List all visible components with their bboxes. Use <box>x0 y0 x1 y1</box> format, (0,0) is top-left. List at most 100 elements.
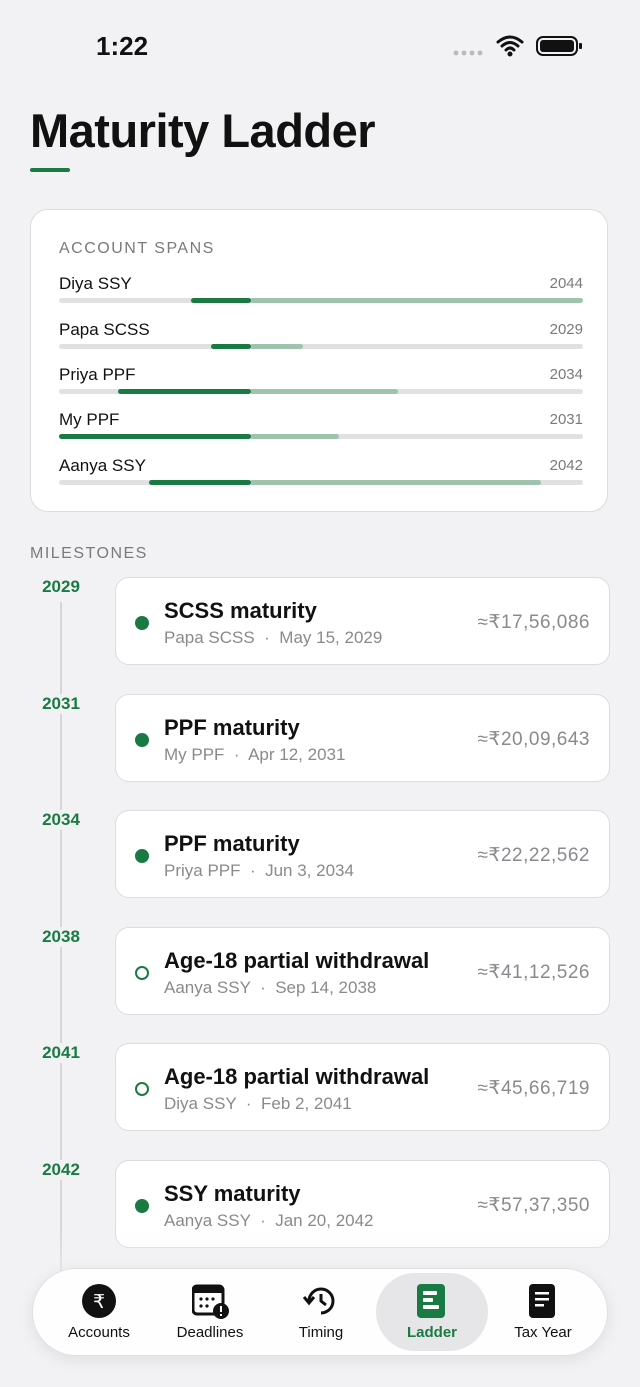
status-dot <box>135 965 149 980</box>
account-name: Aanya SSY <box>59 456 146 475</box>
account-name: My PPF <box>59 410 120 429</box>
milestone-date: Apr 12, 2031 <box>224 745 345 764</box>
milestone-account: Aanya SSY <box>164 977 251 997</box>
span-row: Aanya SSY 2042 <box>59 456 583 496</box>
milestone-subtitle: Priya PPFJun 3, 2034 <box>164 861 354 881</box>
status-dot <box>135 616 149 630</box>
milestone-subtitle: Aanya SSYSep 14, 2038 <box>164 978 376 998</box>
span-track <box>59 389 583 394</box>
tab-icon <box>192 1284 229 1319</box>
milestone-date: Jun 3, 2034 <box>241 861 354 880</box>
span-future <box>250 480 541 485</box>
span-track <box>59 434 583 439</box>
milestone-subtitle: My PPFApr 12, 2031 <box>164 745 345 765</box>
milestone-amount: ≈₹57,37,350 <box>477 1194 590 1216</box>
tab-icon: ₹ <box>82 1284 116 1318</box>
milestone-card[interactable]: Age-18 partial withdrawal Aanya SSYSep 14… <box>115 926 610 1015</box>
milestone-account: My PPF <box>164 744 225 764</box>
span-future <box>250 434 339 439</box>
status-dot <box>135 1082 149 1096</box>
milestone-card[interactable]: Age-18 partial withdrawal Diya SSYFeb 2, … <box>115 1043 610 1131</box>
milestone-amount: ≈₹22,22,562 <box>477 845 590 866</box>
milestone-card[interactable]: PPF maturity My PPFApr 12, 2031 ≈₹20,09,64… <box>115 693 610 782</box>
span-future <box>250 389 398 394</box>
tab-label: Deadlines <box>176 1324 244 1341</box>
maturity-year: 2034 <box>549 366 583 383</box>
span-row: My PPF 2031 <box>59 410 583 450</box>
section-heading: ACCOUNT SPANS <box>59 240 215 257</box>
status-dot <box>135 1198 149 1213</box>
account-spans-card: ACCOUNT SPANS Diya SSY 2044 Papa SCSS 20… <box>30 209 608 512</box>
milestone-title: SCSS maturity <box>164 598 317 623</box>
span-track <box>59 480 583 485</box>
account-name: Priya PPF <box>59 365 136 384</box>
tab-label: Timing <box>298 1324 344 1341</box>
page-title: Maturity Ladder <box>30 104 376 157</box>
milestone-title: Age-18 partial withdrawal <box>164 1064 430 1089</box>
milestone-account: Priya PPF <box>164 861 241 880</box>
milestone-year: 2042 <box>26 1159 96 1180</box>
tab[interactable]: ₹ Accounts <box>43 1269 155 1355</box>
milestone-title: PPF maturity <box>164 831 300 856</box>
timeline-line <box>60 602 62 1292</box>
tab-label: Tax Year <box>514 1324 572 1341</box>
tab-icon <box>529 1284 555 1318</box>
milestone-date: Feb 2, 2041 <box>236 1094 351 1113</box>
tab[interactable]: Deadlines <box>154 1269 266 1355</box>
tab-icon <box>303 1287 335 1315</box>
status-time: 1:22 <box>96 31 149 61</box>
milestone-date: Jan 20, 2042 <box>251 1211 374 1230</box>
milestone-title: PPF maturity <box>164 714 300 740</box>
title-underline <box>30 168 70 172</box>
maturity-year: 2042 <box>549 457 583 474</box>
milestone-year: 2038 <box>26 926 96 947</box>
span-elapsed <box>211 344 251 349</box>
milestone-subtitle: Aanya SSYJan 20, 2042 <box>164 1211 374 1231</box>
milestone-subtitle: Diya SSYFeb 2, 2041 <box>164 1094 352 1114</box>
milestone-year: 2031 <box>26 693 96 714</box>
account-name: Diya SSY <box>59 274 132 293</box>
milestone-account: Papa SCSS <box>164 628 255 647</box>
tab[interactable]: Tax Year <box>487 1269 599 1355</box>
svg-text:₹: ₹ <box>93 1291 105 1313</box>
span-track <box>59 298 583 303</box>
milestone-account: Diya SSY <box>164 1094 237 1113</box>
span-elapsed <box>149 480 251 485</box>
maturity-year: 2044 <box>549 275 583 292</box>
milestone-amount: ≈₹41,12,526 <box>477 961 590 983</box>
maturity-year: 2029 <box>549 321 583 338</box>
span-row: Priya PPF 2034 <box>59 365 583 405</box>
tab[interactable]: Ladder <box>376 1273 488 1351</box>
tab-icon <box>417 1284 445 1318</box>
span-elapsed <box>118 389 251 394</box>
span-track <box>59 344 583 349</box>
status-icons <box>453 35 582 57</box>
tab[interactable]: Timing <box>265 1269 377 1355</box>
tab-label: Ladder <box>406 1324 457 1341</box>
milestone-card[interactable]: PPF maturity Priya PPFJun 3, 2034 ≈₹22,22,… <box>115 810 610 898</box>
milestone-card[interactable]: SCSS maturity Papa SCSSMay 15, 2029 ≈₹17,5… <box>115 577 610 665</box>
milestone-amount: ≈₹20,09,643 <box>477 728 590 750</box>
status-dot <box>135 849 149 863</box>
milestone-year: 2034 <box>26 810 96 830</box>
span-future <box>250 344 303 349</box>
milestone-amount: ≈₹17,56,086 <box>477 612 590 633</box>
milestone-title: Age-18 partial withdrawal <box>164 947 430 973</box>
tab-bar: ₹ Accounts Deadlines Timing Ladder Tax Year <box>32 1268 608 1356</box>
milestone-date: May 15, 2029 <box>255 628 383 647</box>
milestone-date: Sep 14, 2038 <box>251 978 377 997</box>
milestone-year: 2041 <box>26 1043 96 1063</box>
span-elapsed <box>191 298 251 303</box>
section-heading: MILESTONES <box>30 545 148 562</box>
milestone-amount: ≈₹45,66,719 <box>477 1078 590 1099</box>
status-dot <box>135 732 149 747</box>
milestone-subtitle: Papa SCSSMay 15, 2029 <box>164 628 382 648</box>
milestone-account: Aanya SSY <box>164 1210 251 1230</box>
span-elapsed <box>59 434 251 439</box>
milestone-title: SSY maturity <box>164 1180 301 1206</box>
span-row: Diya SSY 2044 <box>59 274 583 314</box>
maturity-year: 2031 <box>549 411 583 428</box>
span-future <box>250 298 583 303</box>
milestone-year: 2029 <box>26 577 96 597</box>
